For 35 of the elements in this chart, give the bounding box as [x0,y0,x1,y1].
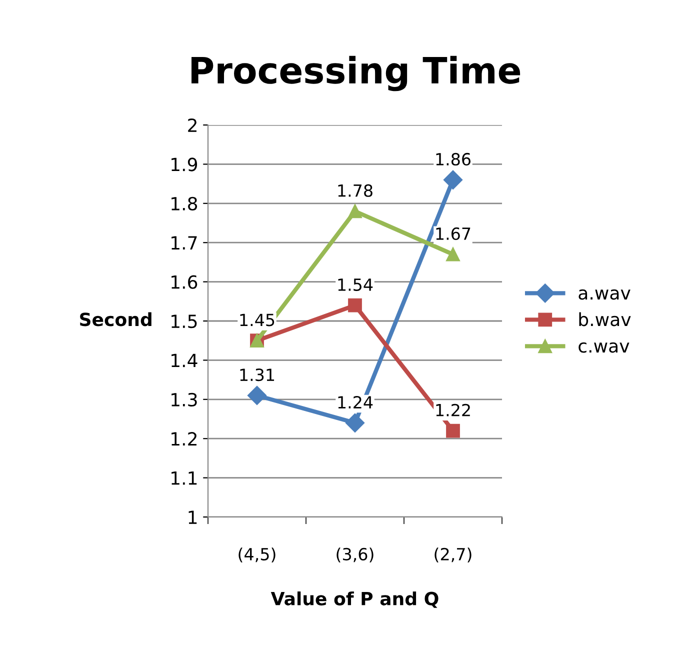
y-tick-label: 1.4 [172,354,198,368]
y-tick-label: 1.7 [172,236,197,250]
y-tick-label: 1.9 [172,158,198,172]
y-tick-label: 1.3 [172,392,197,407]
point [446,247,460,262]
data-label: 1.31 [240,368,274,382]
y-tick-label: 1.8 [172,196,198,211]
point [247,386,267,406]
point [446,424,460,438]
legend-label: a.wav [578,289,630,300]
y-tick-label: 2 [188,118,196,132]
data-label: 1.24 [338,396,373,408]
legend-label: c.wav [578,342,630,353]
data-label: 1.67 [436,227,470,240]
x-tick-label: (3,6) [336,548,374,562]
y-tick-label: 1 [188,510,197,524]
x-tick-label: (4,5) [238,548,276,562]
y-tick-label: 1.5 [172,314,197,328]
data-label: 1.45 [240,314,274,326]
data-label: 1.78 [338,184,372,197]
x-axis-title: Value of P and Q [270,591,438,608]
x-tick-label: (2,7) [434,548,472,562]
y-tick-label: 1.1 [172,471,197,485]
point [348,204,362,218]
y-tick-label: 1.6 [172,275,198,289]
y-axis-title: Second [80,312,152,326]
y-tick-label: 1.2 [172,432,196,446]
point [345,413,365,432]
legend-label: b.wav [579,312,631,326]
point [348,298,362,312]
data-label: 1.86 [436,152,471,166]
data-label: 1.54 [338,278,373,291]
point [443,170,463,190]
chart-title: Processing Time [192,56,520,92]
data-label: 1.22 [436,404,470,416]
